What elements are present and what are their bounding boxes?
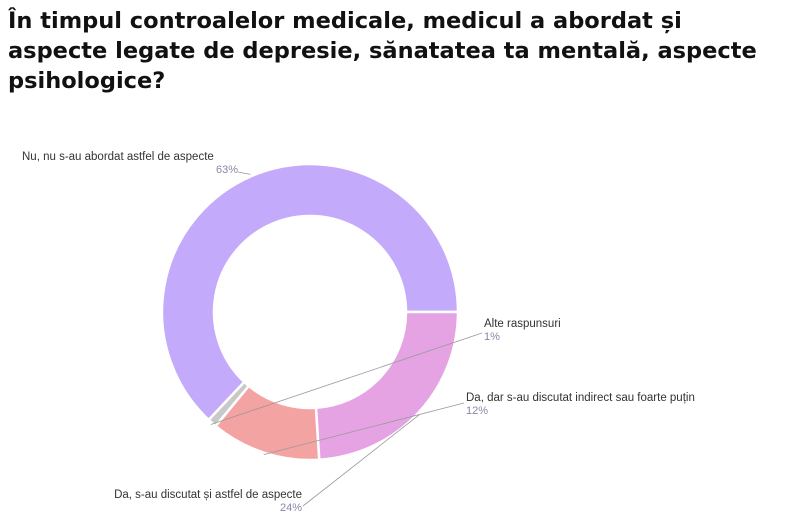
labels-group: Nu, nu s-au abordat astfel de aspecte63%… [22, 151, 695, 514]
slices-group [160, 162, 460, 462]
chart-title: În timpul controalelor medicale, medicul… [8, 8, 757, 94]
slice-3 [314, 310, 460, 462]
slice-value-3: 24% [280, 502, 302, 514]
slice-value-0: 63% [216, 164, 238, 176]
slice-label-0: Nu, nu s-au abordat astfel de aspecte [22, 151, 214, 163]
slice-value-2: 12% [466, 405, 488, 417]
slice-0 [160, 162, 460, 422]
slice-label-1: Alte raspunsuri [484, 318, 561, 330]
leader-line-1 [210, 332, 483, 425]
leader-line-0 [237, 171, 251, 175]
slice-label-3: Da, s-au discutat și astfel de aspecte [114, 489, 302, 501]
slice-value-1: 1% [484, 331, 500, 343]
slice-label-2: Da, dar s-au discutat indirect sau foart… [466, 392, 695, 404]
leader-lines-group [210, 171, 483, 507]
leader-line-2 [263, 402, 465, 456]
leader-line-3 [302, 414, 420, 507]
